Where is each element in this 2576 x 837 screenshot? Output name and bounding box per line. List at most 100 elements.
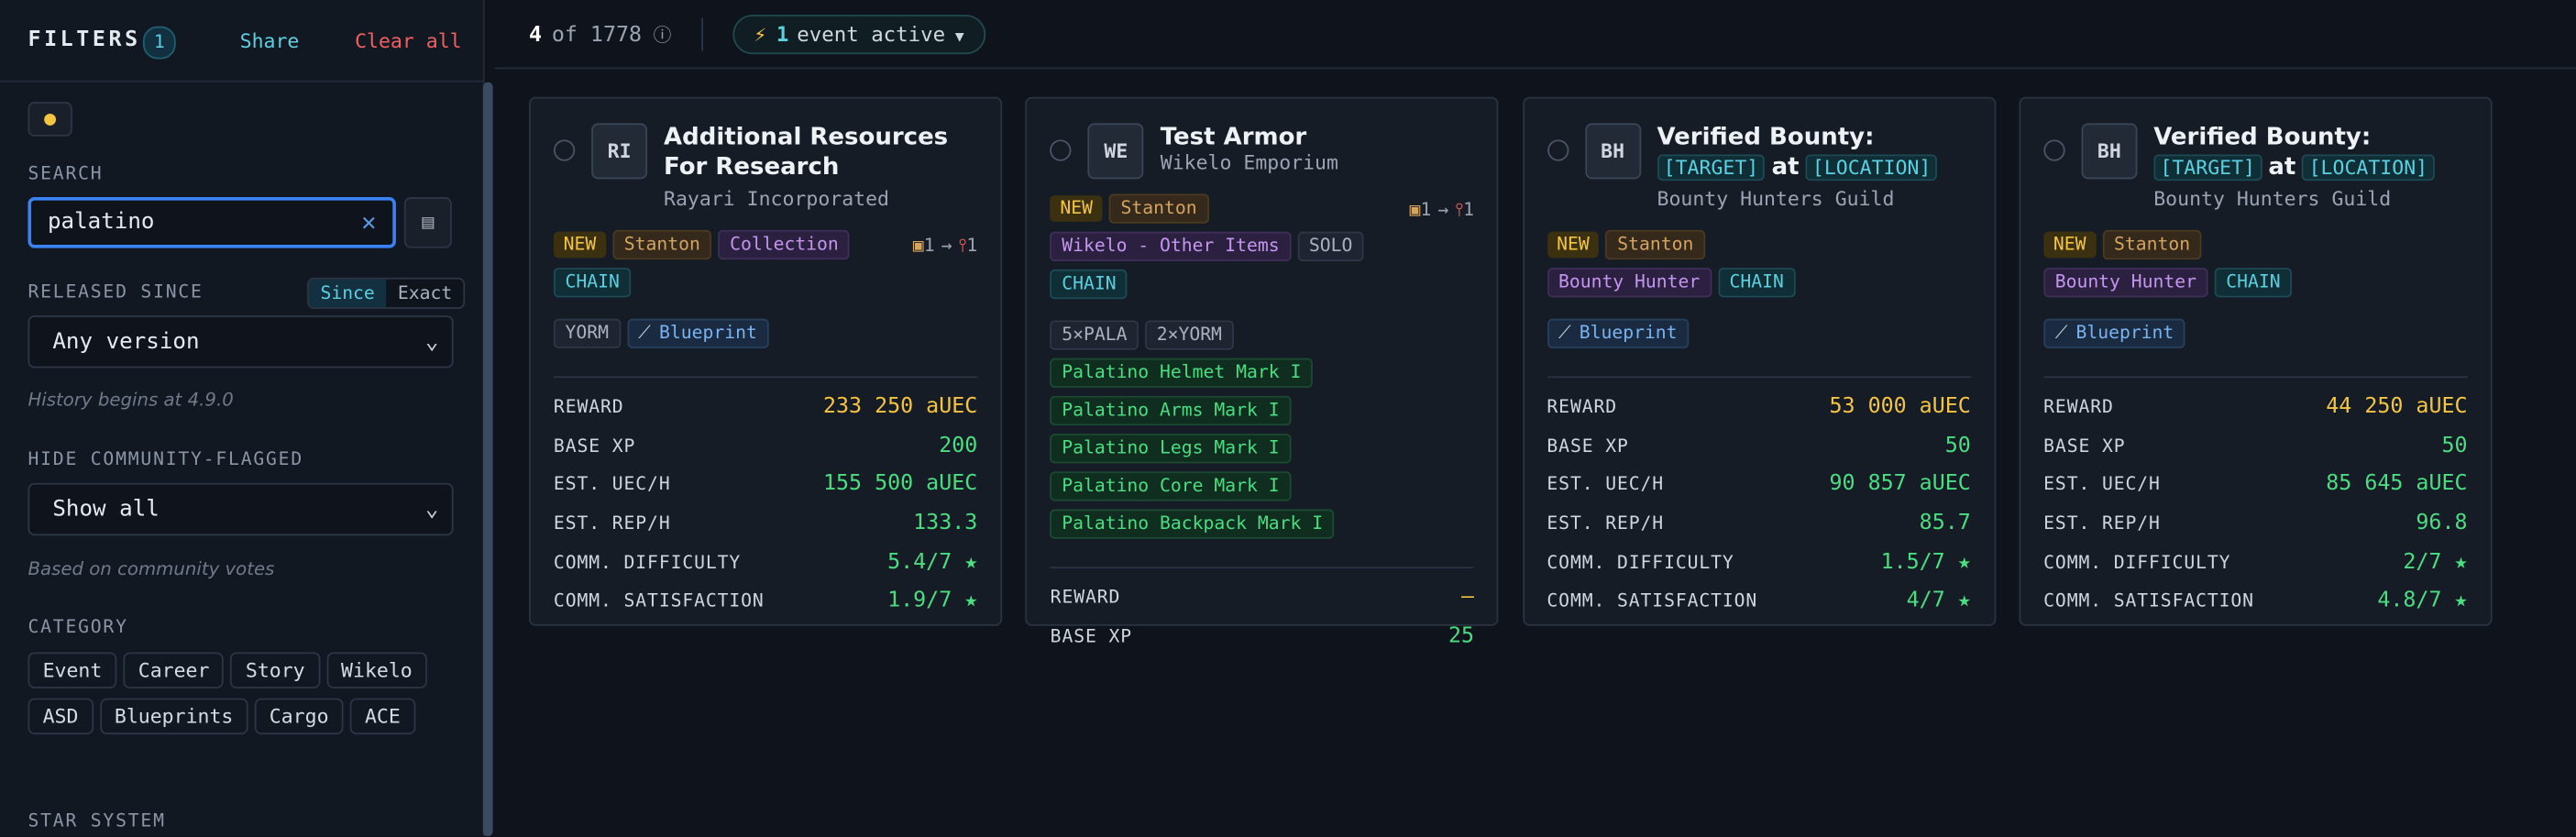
flow-indicator: ▣1 → ⫯1 bbox=[913, 235, 977, 258]
stat-label: COMM. DIFFICULTY bbox=[553, 551, 742, 573]
stat-row: BASE XP 50 bbox=[2043, 426, 2467, 465]
mission-card[interactable]: BH Verified Bounty: [TARGET] at [LOCATION] Bo… bbox=[2019, 96, 2493, 626]
mission-title: Test Armor bbox=[1161, 123, 1481, 152]
hide-select[interactable]: Show all ⌄ bbox=[28, 482, 454, 536]
stat-value: 1.9/7 ★ bbox=[887, 589, 978, 613]
extra-row: YORM ⟋ Blueprint bbox=[553, 318, 977, 357]
extra-tag: 2×YORM bbox=[1145, 320, 1234, 350]
item: Palatino Arms Mark I bbox=[1050, 395, 1292, 426]
stat-value: 25 bbox=[1448, 623, 1475, 649]
stat-label: EST. REP/H bbox=[1547, 512, 1665, 534]
divider bbox=[2043, 376, 2468, 379]
toggle-option[interactable]: Since bbox=[308, 279, 387, 308]
history-note: History begins at 4.9.0 bbox=[28, 389, 234, 412]
select-radio[interactable] bbox=[1547, 139, 1569, 161]
flow-in: 1 bbox=[923, 235, 935, 257]
hint-button[interactable]: ● bbox=[28, 102, 72, 137]
stat-row: EST. REP/H 133.3 bbox=[554, 504, 977, 543]
item-row: Palatino Arms Mark I bbox=[1050, 395, 1474, 434]
org-name: Bounty Hunters Guild bbox=[1657, 187, 1895, 211]
released-select[interactable]: Any version ⌄ bbox=[28, 315, 454, 369]
events-button[interactable]: ⚡ 1 event active ▼ bbox=[732, 15, 985, 55]
extra-text: 2×YORM bbox=[1156, 324, 1222, 346]
extra-row: 5×PALA 2×YORM bbox=[1050, 320, 1474, 358]
toggle-option[interactable]: Exact bbox=[397, 282, 453, 304]
bolt-icon: ⚡ bbox=[754, 21, 767, 47]
scrollbar[interactable] bbox=[482, 82, 493, 837]
extra-tag: 5×PALA bbox=[1050, 320, 1139, 350]
category-chip[interactable]: Story bbox=[230, 652, 320, 688]
divider bbox=[0, 80, 483, 83]
community-note: Based on community votes bbox=[28, 558, 275, 580]
stat-value: 133.3 bbox=[913, 511, 978, 536]
select-radio[interactable] bbox=[1050, 139, 1072, 161]
extra-tag: ⟋ Blueprint bbox=[1547, 318, 1690, 348]
mission-title: Verified Bounty: [TARGET] at [LOCATION] bbox=[2153, 123, 2473, 182]
org-name: Rayari Incorporated bbox=[664, 187, 890, 211]
tag: CHAIN bbox=[1050, 269, 1128, 300]
divider bbox=[1050, 567, 1475, 569]
org-name: Wikelo Emporium bbox=[1160, 150, 1338, 174]
star-system-label: STAR SYSTEM bbox=[28, 809, 166, 831]
share-text: Share bbox=[239, 29, 300, 53]
stat-row: COMM. SATISFACTION 1.9/7 ★ bbox=[554, 581, 977, 620]
card-body: Wikelo Emporium NEW Stanton Wikelo - Other … bbox=[1050, 150, 1475, 656]
mission-card[interactable]: WE Test Armor Wikelo Emporium NEW Stanton Wik… bbox=[1025, 96, 1499, 649]
org-avatar: RI bbox=[591, 123, 648, 180]
tag: Bounty Hunter bbox=[1547, 268, 1712, 298]
blueprint-icon: ⟋ bbox=[2054, 322, 2068, 344]
clear-search[interactable]: ✕ bbox=[361, 206, 377, 237]
select-radio[interactable] bbox=[2043, 139, 2065, 161]
category-chip[interactable]: Cargo bbox=[254, 698, 344, 735]
cargo-icon: ▣ bbox=[912, 235, 924, 257]
item: Palatino Core Mark I bbox=[1050, 471, 1292, 501]
stat-value: 50 bbox=[2441, 433, 2468, 458]
chevron: ⌄ bbox=[424, 496, 439, 523]
stat-row: COMM. SATISFACTION 4/7 ★ bbox=[1547, 581, 1970, 620]
extra-text: YORM bbox=[565, 322, 609, 344]
search-input[interactable]: palatino ✕ bbox=[28, 197, 396, 248]
item-row: Palatino Helmet Mark I bbox=[1050, 358, 1474, 396]
stat-value: 50 bbox=[1944, 433, 1971, 458]
arrow: → bbox=[941, 235, 952, 257]
stat-value: 90 857 aUEC bbox=[1829, 472, 1971, 498]
stat-value: 4.8/7 ★ bbox=[2377, 589, 2468, 613]
category-chip[interactable]: ACE bbox=[349, 698, 415, 735]
search-label: SEARCH bbox=[28, 162, 104, 184]
stat-label: COMM. SATISFACTION bbox=[1547, 589, 1758, 612]
stat-label: COMM. SATISFACTION bbox=[553, 589, 765, 612]
select-value: Show all bbox=[52, 496, 160, 523]
category-chip[interactable]: Event bbox=[28, 652, 117, 688]
stat-label: COMM. DIFFICULTY bbox=[1547, 551, 1734, 573]
mission-card[interactable]: BH Verified Bounty: [TARGET] at [LOCATION] Bo… bbox=[1522, 96, 1996, 626]
stat-label: REWARD bbox=[2043, 396, 2114, 418]
stat-value: 85 645 aUEC bbox=[2326, 472, 2468, 498]
flow-in: 1 bbox=[1420, 198, 1432, 221]
mission-card[interactable]: RI Additional Resources For Research Rayar… bbox=[529, 96, 1003, 626]
stat-label: REWARD bbox=[553, 396, 624, 418]
stat-value: — bbox=[1461, 585, 1475, 611]
pin-icon: ⫯ bbox=[958, 235, 967, 257]
category-chip[interactable]: Blueprints bbox=[99, 698, 248, 735]
clear-all-button[interactable]: Clear all bbox=[355, 29, 462, 53]
result-count: 4 of 1778 ⓘ bbox=[529, 21, 671, 48]
stat-row: BASE XP 25 bbox=[1051, 617, 1474, 655]
category-chip[interactable]: Wikelo bbox=[325, 652, 427, 688]
category-chip[interactable]: ASD bbox=[28, 698, 94, 735]
extra-row: ⟋ Blueprint bbox=[2043, 318, 2467, 357]
paste-button[interactable]: ▤ bbox=[403, 197, 452, 248]
tag: NEW bbox=[1547, 231, 1600, 259]
tag: CHAIN bbox=[553, 268, 632, 298]
category-chip[interactable]: Career bbox=[123, 652, 225, 688]
tag-row: NEW Stanton Bounty Hunter CHAIN bbox=[1547, 229, 1970, 305]
share-button[interactable]: Share bbox=[230, 29, 300, 53]
tag: Bounty Hunter bbox=[2043, 268, 2208, 298]
stat-label: BASE XP bbox=[1050, 625, 1133, 647]
main: 4 of 1778 ⓘ ⚡ 1 event active ▼ RI Additional Res… bbox=[494, 0, 2576, 836]
tag: Collection bbox=[718, 229, 851, 260]
stat-row: EST. UEC/H 85 645 aUEC bbox=[2043, 465, 2467, 503]
extra-tag: YORM bbox=[553, 318, 621, 348]
blueprint-icon: ⟋ bbox=[1558, 322, 1571, 344]
select-radio[interactable] bbox=[553, 139, 576, 161]
search-value: palatino bbox=[47, 208, 155, 236]
